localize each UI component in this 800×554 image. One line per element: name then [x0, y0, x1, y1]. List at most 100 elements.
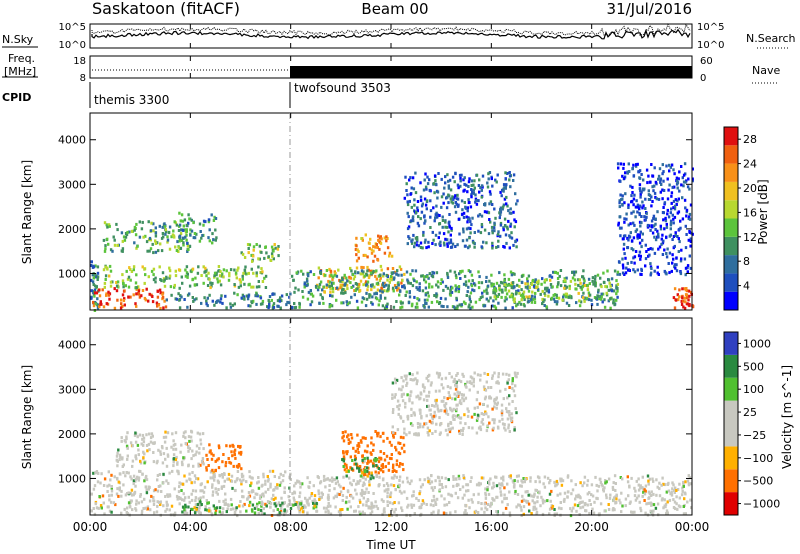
- heatmap-cell: [247, 251, 250, 255]
- heatmap-cell: [350, 467, 354, 471]
- heatmap-cell: [502, 475, 505, 479]
- heatmap-cell: [581, 505, 585, 509]
- heatmap-cell: [399, 442, 402, 445]
- heatmap-cell: [368, 241, 371, 245]
- heatmap-cell: [340, 301, 343, 305]
- heatmap-cell: [173, 220, 176, 224]
- heatmap-cell: [363, 470, 367, 474]
- heatmap-cell: [391, 470, 394, 473]
- heatmap-cell: [428, 373, 431, 377]
- heatmap-cell: [343, 283, 347, 287]
- heatmap-cell: [359, 500, 362, 504]
- heatmap-cell: [243, 256, 247, 259]
- heatmap-cell: [482, 476, 485, 480]
- heatmap-cell: [464, 244, 467, 248]
- heatmap-cell: [641, 232, 644, 236]
- heatmap-cell: [262, 472, 265, 476]
- heatmap-cell: [139, 493, 142, 496]
- heatmap-cell: [377, 460, 381, 464]
- heatmap-cell: [507, 277, 511, 281]
- heatmap-cell: [208, 450, 211, 454]
- heatmap-cell: [342, 287, 345, 291]
- heatmap-cell: [500, 409, 504, 413]
- heatmap-cell: [415, 243, 419, 247]
- heatmap-cell: [360, 237, 363, 240]
- heatmap-cell: [200, 459, 204, 463]
- heatmap-cell: [502, 511, 505, 515]
- heatmap-cell: [448, 501, 451, 504]
- heatmap-cell: [393, 284, 397, 287]
- heatmap-cell: [375, 464, 378, 467]
- heatmap-cell: [421, 274, 424, 278]
- heatmap-cell: [477, 281, 481, 285]
- heatmap-cell: [362, 283, 365, 287]
- heatmap-cell: [411, 176, 415, 180]
- heatmap-cell: [658, 494, 662, 498]
- heatmap-cell: [355, 482, 358, 486]
- heatmap-cell: [439, 282, 442, 285]
- heatmap-cell: [126, 457, 129, 461]
- heatmap-cell: [385, 488, 388, 492]
- heatmap-cell: [533, 492, 536, 496]
- heatmap-cell: [322, 506, 326, 510]
- heatmap-cell: [555, 293, 558, 297]
- heatmap-cell: [451, 397, 454, 401]
- heatmap-cell: [444, 402, 448, 406]
- heatmap-cell: [366, 255, 369, 259]
- heatmap-cell: [197, 265, 200, 269]
- heatmap-cell: [200, 236, 203, 240]
- heatmap-cell: [678, 482, 681, 486]
- heatmap-cell: [290, 274, 294, 278]
- heatmap-cell: [486, 424, 489, 428]
- heatmap-cell: [402, 379, 405, 383]
- heatmap-cell: [554, 271, 557, 274]
- heatmap-cell: [333, 273, 336, 277]
- heatmap-cell: [684, 180, 687, 184]
- heatmap-cell: [426, 291, 430, 295]
- heatmap-cell: [555, 302, 559, 306]
- heatmap-cell: [317, 476, 320, 480]
- heatmap-cell: [341, 508, 344, 511]
- heatmap-cell: [627, 238, 630, 242]
- heatmap-cell: [533, 505, 536, 509]
- heatmap-cell: [418, 478, 422, 482]
- heatmap-cell: [427, 433, 430, 437]
- heatmap-cell: [425, 394, 428, 398]
- heatmap-cell: [154, 231, 158, 235]
- heatmap-cell: [622, 242, 626, 246]
- heatmap-cell: [405, 377, 408, 381]
- heatmap-cell: [175, 249, 179, 252]
- heatmap-cell: [238, 451, 241, 455]
- heatmap-cell: [469, 220, 472, 224]
- heatmap-cell: [279, 508, 283, 512]
- heatmap-cell: [411, 238, 414, 242]
- heatmap-cell: [442, 386, 445, 390]
- heatmap-cell: [255, 292, 258, 296]
- heatmap-cell: [120, 231, 124, 235]
- heatmap-cell: [661, 211, 665, 214]
- heatmap-cell: [563, 499, 566, 503]
- heatmap-cell: [648, 253, 651, 257]
- heatmap-cell: [294, 481, 297, 485]
- heatmap-cell: [344, 291, 347, 295]
- heatmap-cell: [406, 476, 409, 480]
- colorbar-swatch: [724, 291, 738, 310]
- heatmap-cell: [255, 285, 259, 289]
- heatmap-cell: [608, 281, 611, 285]
- heatmap-cell: [217, 488, 220, 491]
- heatmap-cell: [182, 243, 185, 247]
- heatmap-cell: [198, 499, 202, 502]
- heatmap-cell: [688, 294, 691, 298]
- heatmap-cell: [474, 300, 478, 304]
- heatmap-cell: [670, 493, 674, 497]
- x-tick-label: 00:00: [73, 520, 108, 534]
- heatmap-cell: [201, 457, 205, 460]
- heatmap-cell: [480, 507, 483, 511]
- heatmap-cell: [116, 228, 119, 232]
- velocity-cbar-label: Velocity [m s^-1]: [780, 365, 794, 469]
- heatmap-cell: [646, 474, 650, 478]
- heatmap-cell: [302, 272, 305, 276]
- heatmap-cell: [434, 399, 437, 403]
- heatmap-cell: [202, 447, 205, 451]
- heatmap-cell: [489, 477, 492, 481]
